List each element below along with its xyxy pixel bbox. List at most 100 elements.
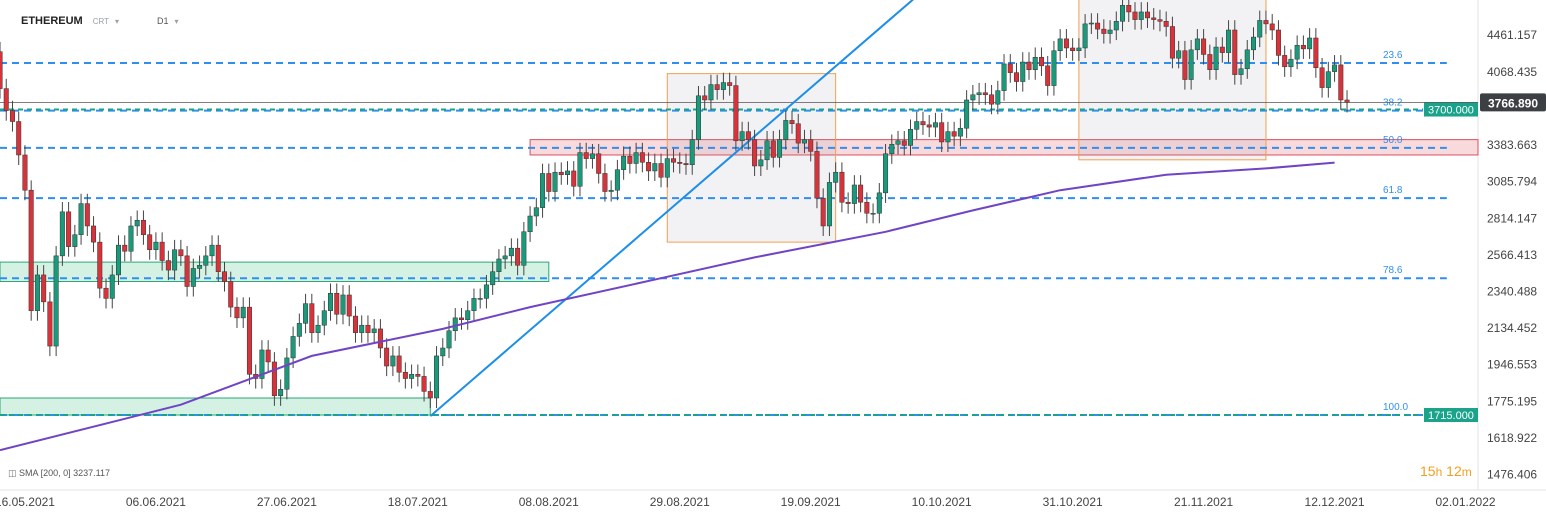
candle-bullish [359,324,365,333]
candle-bullish [78,203,84,235]
x-tick-label: 16.05.2021 [0,495,55,509]
sma-params: [200, 0] [40,468,71,478]
y-tick-label: 1775.195 [1487,394,1537,408]
candle-bearish [901,140,907,146]
candle-bearish [939,122,945,143]
chevron-down-icon[interactable]: ▾ [174,17,179,26]
candle-bearish [91,225,97,243]
candle-bearish [458,317,464,320]
candle-bearish [421,376,427,392]
last-price-label: 3766.890 [1488,96,1538,110]
sma-legend: ◫ SMA [200, 0] 3237.117 [8,468,110,479]
candle-bearish [427,391,433,399]
candle-bullish [72,234,78,247]
interval-selector[interactable]: D1 ▾ [157,15,179,27]
key-level-label: 3700.000 [1428,105,1474,117]
candle-bullish [1138,11,1144,20]
candle-bullish [1307,37,1313,50]
candle-bullish [1188,49,1194,80]
candle-bearish [1144,11,1150,19]
candle-bearish [228,281,234,308]
candle-bearish [546,173,552,192]
candle-bullish [328,293,334,311]
candle-bearish [1219,46,1225,53]
sma-label: SMA [19,468,39,478]
candle-bearish [66,211,72,247]
x-tick-label: 21.11.2021 [1174,495,1233,509]
sma-line [0,161,1335,452]
candle-bullish [1226,29,1232,53]
candle-bearish [658,163,664,178]
candle-bearish [1151,17,1157,20]
candle-bullish [153,241,159,250]
candle-bullish [1020,61,1026,82]
eye-icon[interactable]: ◫ [8,468,17,478]
consolidation-box [666,73,837,243]
candle-bullish [633,152,639,164]
candle-bullish [833,171,839,183]
candle-bullish [109,274,115,299]
instrument-type-label[interactable]: CRT [92,17,110,26]
candle-bullish [621,155,627,170]
candle-bearish [1101,28,1107,34]
candle-bearish [1201,38,1207,55]
x-tick-label: 12.12.2021 [1305,495,1365,509]
candle-bearish [1338,64,1344,101]
candle-bullish [1076,47,1082,51]
candle-bullish [708,84,714,101]
candle-bearish [140,220,146,235]
candle-bullish [914,121,920,130]
candle-bearish [47,301,53,347]
candle-bullish [664,158,670,178]
candle-bearish [795,123,801,144]
y-tick-label: 4461.157 [1487,28,1537,42]
symbol-label: ETHEREUM [21,15,83,27]
x-tick-label: 18.07.2021 [388,495,448,509]
candle-bearish [1232,29,1238,75]
candle-bearish [271,361,277,397]
candle-bearish [1063,38,1069,49]
candle-bearish [396,355,402,373]
candle-bullish [970,94,976,101]
candle-bearish [0,51,3,89]
candle-bullish [565,170,570,175]
candle-bullish [483,284,489,299]
chevron-down-icon[interactable]: ▾ [115,17,120,26]
candle-bullish [284,357,290,390]
sma-value: 3237.117 [73,468,110,478]
x-tick-label: 06.06.2021 [126,495,186,509]
candle-bearish [920,121,926,126]
candle-bearish [1169,26,1175,59]
candle-bearish [989,94,995,105]
candle-bearish [377,328,383,349]
candle-bearish [234,306,240,319]
interval-label[interactable]: D1 [157,16,169,26]
candle-countdown: 15h 12m [1420,463,1472,479]
candle-bearish [352,315,358,333]
candle-bullish [964,99,970,129]
candle-bullish [471,298,477,311]
candle-bullish [115,244,121,276]
candle-bearish [677,162,683,164]
candle-bullish [296,323,302,337]
candle-bearish [1300,44,1306,50]
key-level-tag [1424,102,1478,117]
y-tick-label: 2814.147 [1487,211,1537,225]
candle-bearish [1263,20,1269,25]
y-tick-label: 2340.488 [1487,284,1537,298]
candle-bullish [895,140,901,145]
candle-bullish [739,131,745,142]
candle-bearish [1007,63,1013,73]
candle-bullish [777,139,783,158]
candle-bearish [683,163,689,165]
candle-bullish [53,255,59,347]
candle-bullish [527,215,533,233]
key-level-label: 1715.000 [1428,410,1474,422]
candle-bearish [1319,67,1325,88]
key-level-tag [1424,408,1478,423]
candle-bullish [908,129,913,146]
candle-bearish [41,274,47,303]
candle-bullish [1051,50,1057,86]
candle-bearish [727,82,733,86]
